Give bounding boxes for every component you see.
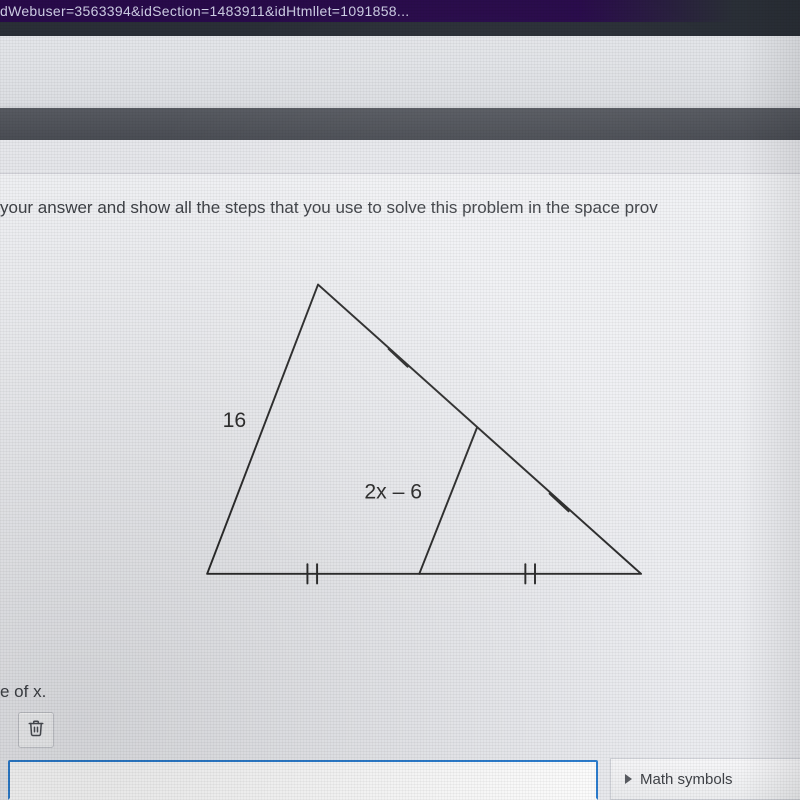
toolbar-band-upper — [0, 36, 800, 108]
instruction-text: your answer and show all the steps that … — [0, 198, 800, 218]
browser-under-strip — [0, 22, 800, 36]
question-content-panel: your answer and show all the steps that … — [0, 174, 800, 800]
toolbar-band-lower — [0, 140, 800, 174]
url-text: dWebuser=3563394&idSection=1483911&idHtm… — [0, 3, 409, 19]
urlbar-fade — [580, 0, 800, 22]
dark-divider-bar — [0, 108, 800, 140]
answer-input-area[interactable] — [8, 760, 598, 800]
expand-triangle-icon — [625, 774, 632, 784]
trash-icon — [27, 719, 45, 742]
label-left-side: 16 — [223, 409, 247, 432]
triangle-midsegment-figure: 16 2x – 6 — [130, 254, 670, 614]
math-symbols-panel-header[interactable]: Math symbols — [610, 758, 800, 800]
clear-answer-button[interactable] — [18, 712, 54, 748]
math-symbols-label: Math symbols — [640, 771, 733, 788]
label-midsegment: 2x – 6 — [364, 481, 422, 504]
question-tail-text: e of x. — [0, 682, 46, 702]
